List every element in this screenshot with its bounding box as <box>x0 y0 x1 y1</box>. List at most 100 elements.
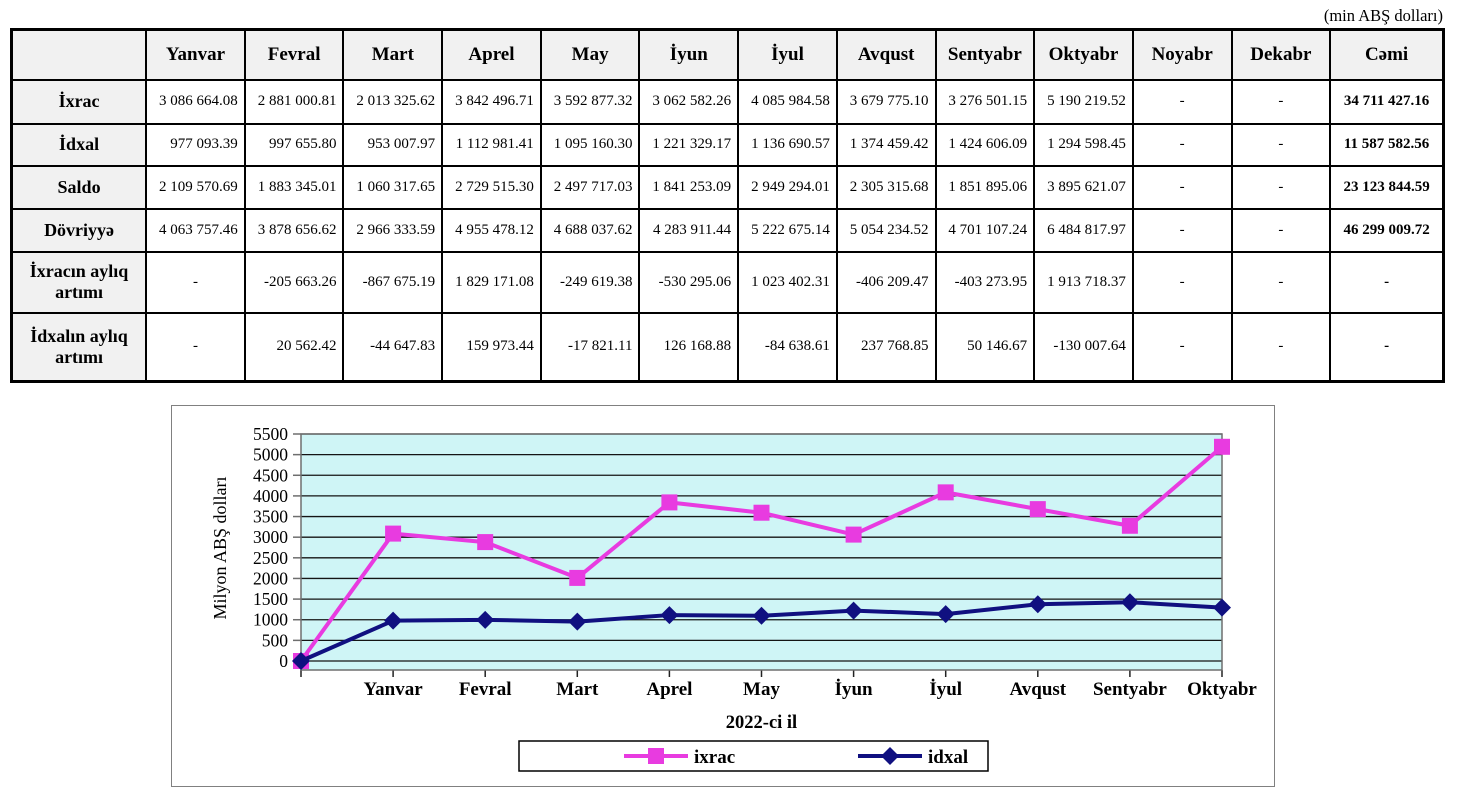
series-idxal-marker <box>568 612 587 631</box>
table-cell: 3 895 621.07 <box>1033 164 1134 210</box>
table-cell: 46 299 009.72 <box>1329 207 1445 253</box>
y-tick-label: 3500 <box>253 507 288 527</box>
table-cell: 3 679 775.10 <box>835 78 937 125</box>
table-cell: -530 295.06 <box>638 250 740 314</box>
series-ixrac-marker <box>1214 438 1230 455</box>
table-cell: 953 007.97 <box>342 122 444 167</box>
table-cell: - <box>1230 207 1332 253</box>
table-cell: -84 638.61 <box>737 311 838 383</box>
table-row: İdxalın aylıq artımı -20 562.42 -44 647.83… <box>10 311 1445 383</box>
table-cell: 3 592 877.32 <box>539 78 641 125</box>
column-header-Cəmi: Cəmi <box>1329 28 1445 81</box>
table-cell: -205 663.26 <box>243 250 345 314</box>
table-cell: 237 768.85 <box>835 311 937 383</box>
column-header-Yanvar: Yanvar <box>145 28 246 81</box>
x-category-label: İyul <box>929 679 962 700</box>
series-idxal-marker <box>844 601 863 620</box>
table-cell: - <box>1131 122 1233 167</box>
series-idxal-marker <box>1120 593 1139 612</box>
series-idxal-marker <box>292 652 310 670</box>
plot-frame <box>300 433 1223 671</box>
x-category-label: Sentyabr <box>1093 679 1167 700</box>
table-header: Yanvar Fevral Mart Aprel May İyun İyul Avqust Se… <box>10 28 1445 81</box>
table-cell: 3 878 656.62 <box>243 207 345 253</box>
table-cell: 1 060 317.65 <box>342 164 444 210</box>
x-category-label: May <box>743 679 780 700</box>
column-header-Noyabr: Noyabr <box>1131 28 1233 81</box>
series-idxal-marker <box>936 605 955 624</box>
plot-background <box>301 434 1222 670</box>
series-ixrac-marker <box>1029 501 1046 518</box>
series-idxal-marker <box>752 606 771 625</box>
table-cell: 159 973.44 <box>441 311 542 383</box>
series-ixrac-marker <box>937 484 954 501</box>
series-idxal-marker <box>660 606 679 625</box>
table-cell: - <box>1131 164 1233 210</box>
table-cell: 1 136 690.57 <box>737 122 838 167</box>
table-cell: - <box>1131 311 1233 383</box>
series-ixrac-marker <box>385 525 402 542</box>
table-cell: 4 085 984.58 <box>737 78 838 125</box>
column-header-Avqust: Avqust <box>835 28 937 81</box>
x-category-label: Avqust <box>1009 679 1066 700</box>
table-cell: -17 821.11 <box>539 311 641 383</box>
y-tick-label: 0 <box>279 651 288 671</box>
table-cell: 1 841 253.09 <box>638 164 740 210</box>
column-header-Aprel: Aprel <box>441 28 542 81</box>
table-cell: -403 273.95 <box>934 250 1036 314</box>
table-cell: -44 647.83 <box>342 311 444 383</box>
series-ixrac-marker <box>753 504 770 521</box>
series-ixrac-marker <box>569 569 586 586</box>
table-cell: 997 655.80 <box>243 122 345 167</box>
table-cell: -406 209.47 <box>835 250 937 314</box>
table-cell: - <box>1230 78 1332 125</box>
table-cell: 3 086 664.08 <box>145 78 246 125</box>
table-cell: 2 305 315.68 <box>835 164 937 210</box>
legend-ixrac-marker <box>648 748 664 764</box>
row-label: İxracın aylıq artımı <box>10 250 148 314</box>
y-tick-label: 1500 <box>253 589 288 609</box>
row-label: İdxal <box>10 122 148 167</box>
table-cell: - <box>1329 311 1445 383</box>
legend-idxal-marker <box>881 747 899 765</box>
column-header-İyun: İyun <box>638 28 740 81</box>
table-cell: 4 701 107.24 <box>934 207 1036 253</box>
table-cell: - <box>1230 311 1332 383</box>
y-tick-label: 500 <box>262 630 289 650</box>
x-category-label: Aprel <box>646 679 692 700</box>
table-cell: 1 913 718.37 <box>1033 250 1134 314</box>
table-cell: 3 276 501.15 <box>934 78 1036 125</box>
table-cell: -867 675.19 <box>342 250 444 314</box>
table-cell: 3 062 582.26 <box>638 78 740 125</box>
trade-statistics-table: Yanvar Fevral Mart Aprel May İyun İyul Avqust Se… <box>10 28 1445 383</box>
series-idxal-marker <box>1213 598 1231 617</box>
y-tick-label: 4000 <box>253 486 288 506</box>
table-cell: 50 146.67 <box>934 311 1036 383</box>
table-cell: - <box>1230 250 1332 314</box>
table-cell: 1 095 160.30 <box>539 122 641 167</box>
table-row: İxrac 3 086 664.08 2 881 000.81 2 013 325.6… <box>10 78 1445 125</box>
table-row: İxracın aylıq artımı - -205 663.26 -867 675… <box>10 250 1445 314</box>
x-category-label: Yanvar <box>364 679 424 700</box>
table-cell: 1 294 598.45 <box>1033 122 1134 167</box>
table-cell: 4 955 478.12 <box>441 207 542 253</box>
column-header-Dekabr: Dekabr <box>1230 28 1332 81</box>
table-cell: 5 222 675.14 <box>737 207 838 253</box>
table-cell: 2 966 333.59 <box>342 207 444 253</box>
trade-line-chart: 0 500 1000 1500 2000 2500 3000 3500 4000 4500 5000… <box>171 405 1275 787</box>
y-tick-label: 2500 <box>253 548 288 568</box>
table-cell: 1 829 171.08 <box>441 250 542 314</box>
y-tick-label: 1000 <box>253 610 288 630</box>
table-cell: 5 190 219.52 <box>1033 78 1134 125</box>
table-cell: - <box>1329 250 1445 314</box>
x-category-label: Fevral <box>459 679 512 700</box>
column-header-İyul: İyul <box>737 28 838 81</box>
column-header-Sentyabr: Sentyabr <box>934 28 1036 81</box>
row-label: İxrac <box>10 78 148 125</box>
table-cell: 126 168.88 <box>638 311 740 383</box>
y-tick-label: 5500 <box>253 424 288 444</box>
table-cell: 1 112 981.41 <box>441 122 542 167</box>
column-header-Oktyabr: Oktyabr <box>1033 28 1134 81</box>
column-header-May: May <box>539 28 641 81</box>
